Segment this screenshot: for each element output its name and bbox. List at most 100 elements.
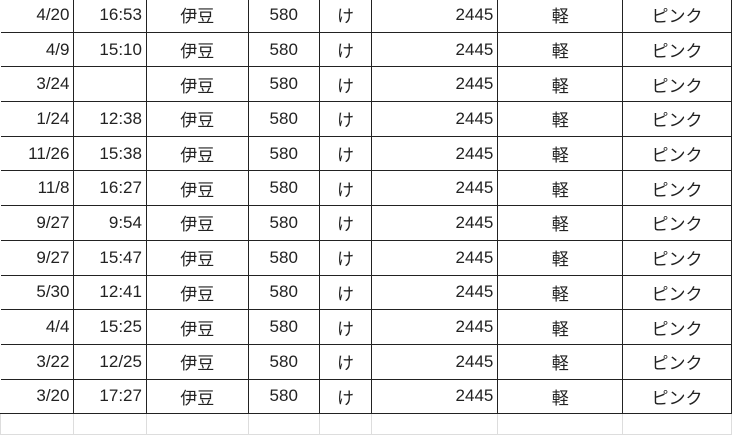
cell-kana[interactable]: け [318,101,373,137]
cell-place[interactable]: 伊豆 [145,343,249,380]
cell-place[interactable]: 伊豆 [145,66,249,103]
cell-type[interactable]: 軽 [497,343,624,380]
cell-code[interactable]: 2445 [371,239,499,276]
cell-type[interactable]: 軽 [497,101,624,137]
cell-kana[interactable]: け [318,31,373,68]
cell-num[interactable]: 580 [247,205,320,241]
cell-color[interactable]: ピンク [622,66,732,103]
cell-color[interactable]: ピンク [622,0,732,33]
cell-date[interactable]: 9/27 [0,205,75,241]
cell-num[interactable]: 580 [247,239,320,276]
cell-time[interactable]: 15:10 [73,31,147,68]
cell-num[interactable]: 580 [247,135,320,172]
cell-time[interactable]: 12:38 [73,101,147,137]
cell-type[interactable]: 軽 [497,239,624,276]
cell-type[interactable]: 軽 [497,205,624,241]
cell-time[interactable]: 16:53 [73,0,147,33]
cell-type[interactable]: 軽 [497,309,624,345]
empty-cell[interactable] [318,413,373,435]
cell-color[interactable]: ピンク [622,101,732,137]
cell-code[interactable]: 2445 [371,135,499,172]
cell-num[interactable]: 580 [247,378,320,415]
empty-cell[interactable] [0,413,75,435]
cell-type[interactable]: 軽 [497,66,624,103]
cell-num[interactable]: 580 [247,170,320,207]
empty-cell[interactable] [247,413,320,435]
cell-code[interactable]: 2445 [371,274,499,311]
cell-color[interactable]: ピンク [622,274,732,311]
cell-date[interactable]: 3/22 [0,343,75,380]
cell-kana[interactable]: け [318,274,373,311]
cell-place[interactable]: 伊豆 [145,274,249,311]
cell-code[interactable]: 2445 [371,170,499,207]
empty-cell[interactable] [371,413,499,435]
cell-type[interactable]: 軽 [497,0,624,33]
cell-num[interactable]: 580 [247,343,320,380]
empty-cell[interactable] [497,413,624,435]
cell-num[interactable]: 580 [247,309,320,345]
cell-place[interactable]: 伊豆 [145,170,249,207]
cell-type[interactable]: 軽 [497,378,624,415]
cell-num[interactable]: 580 [247,0,320,33]
cell-type[interactable]: 軽 [497,274,624,311]
empty-cell[interactable] [73,413,147,435]
cell-date[interactable]: 3/24 [0,66,75,103]
cell-type[interactable]: 軽 [497,135,624,172]
cell-num[interactable]: 580 [247,101,320,137]
cell-code[interactable]: 2445 [371,66,499,103]
cell-kana[interactable]: け [318,239,373,276]
cell-code[interactable]: 2445 [371,31,499,68]
cell-color[interactable]: ピンク [622,343,732,380]
cell-code[interactable]: 2445 [371,205,499,241]
cell-date[interactable]: 4/9 [0,31,75,68]
cell-color[interactable]: ピンク [622,309,732,345]
cell-time[interactable]: 15:25 [73,309,147,345]
cell-kana[interactable]: け [318,0,373,33]
cell-color[interactable]: ピンク [622,170,732,207]
cell-time[interactable]: 17:27 [73,378,147,415]
cell-time[interactable]: 15:47 [73,239,147,276]
cell-color[interactable]: ピンク [622,31,732,68]
cell-place[interactable]: 伊豆 [145,239,249,276]
cell-date[interactable]: 9/27 [0,239,75,276]
cell-type[interactable]: 軽 [497,170,624,207]
cell-code[interactable]: 2445 [371,378,499,415]
cell-date[interactable]: 3/20 [0,378,75,415]
cell-date[interactable]: 11/26 [0,135,75,172]
cell-date[interactable]: 4/4 [0,309,75,345]
cell-kana[interactable]: け [318,205,373,241]
cell-color[interactable]: ピンク [622,205,732,241]
cell-place[interactable]: 伊豆 [145,205,249,241]
cell-place[interactable]: 伊豆 [145,31,249,68]
cell-num[interactable]: 580 [247,274,320,311]
cell-code[interactable]: 2445 [371,343,499,380]
cell-num[interactable]: 580 [247,31,320,68]
cell-type[interactable]: 軽 [497,31,624,68]
cell-date[interactable]: 4/20 [0,0,75,33]
cell-time[interactable] [73,66,147,103]
cell-kana[interactable]: け [318,170,373,207]
cell-color[interactable]: ピンク [622,239,732,276]
cell-kana[interactable]: け [318,135,373,172]
cell-place[interactable]: 伊豆 [145,135,249,172]
cell-time[interactable]: 16:27 [73,170,147,207]
cell-date[interactable]: 1/24 [0,101,75,137]
cell-place[interactable]: 伊豆 [145,378,249,415]
cell-place[interactable]: 伊豆 [145,309,249,345]
cell-place[interactable]: 伊豆 [145,101,249,137]
cell-place[interactable]: 伊豆 [145,0,249,33]
cell-code[interactable]: 2445 [371,0,499,33]
cell-code[interactable]: 2445 [371,101,499,137]
cell-date[interactable]: 5/30 [0,274,75,311]
cell-time[interactable]: 9:54 [73,205,147,241]
cell-num[interactable]: 580 [247,66,320,103]
cell-time[interactable]: 12/25 [73,343,147,380]
cell-kana[interactable]: け [318,378,373,415]
cell-color[interactable]: ピンク [622,135,732,172]
cell-kana[interactable]: け [318,66,373,103]
cell-time[interactable]: 15:38 [73,135,147,172]
cell-date[interactable]: 11/8 [0,170,75,207]
cell-color[interactable]: ピンク [622,378,732,415]
cell-kana[interactable]: け [318,343,373,380]
cell-kana[interactable]: け [318,309,373,345]
